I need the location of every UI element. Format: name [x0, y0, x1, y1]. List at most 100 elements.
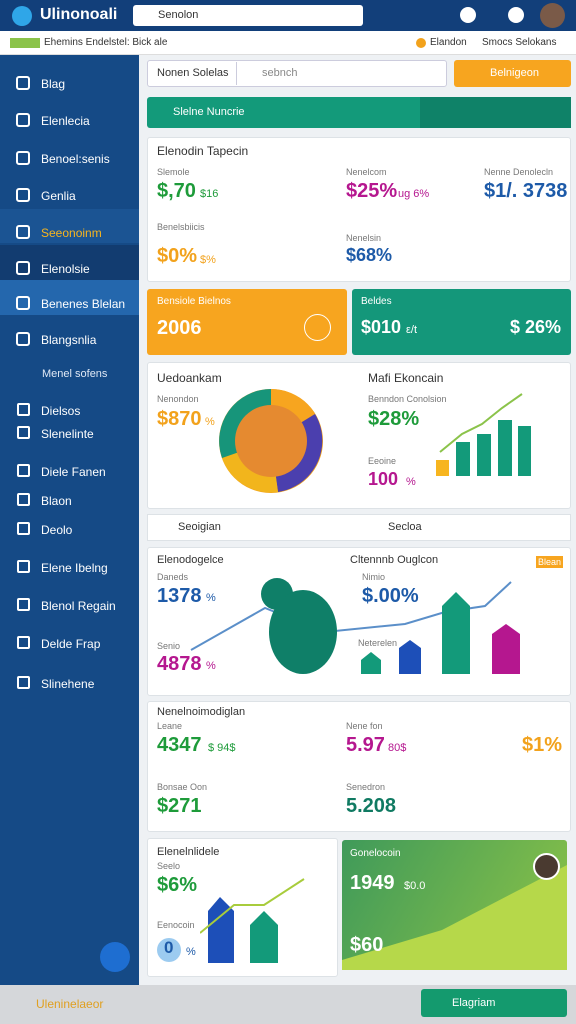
- badge: Blean: [536, 556, 564, 568]
- action-button[interactable]: [454, 60, 571, 87]
- metric-label: Daneds: [157, 572, 189, 582]
- footer-button[interactable]: [421, 989, 567, 1017]
- metric-note: %: [186, 946, 196, 958]
- card-title: Gonelocoin: [350, 848, 401, 859]
- notification-icon[interactable]: [460, 7, 476, 23]
- card-value: 2006: [157, 317, 202, 339]
- card-note: $0.0: [404, 880, 426, 892]
- nav-section: Menel sofens: [42, 368, 108, 380]
- metric-label: Eenocoin: [157, 920, 195, 930]
- nav-item[interactable]: Genlia: [41, 189, 76, 203]
- card-title: Elenelnlidele: [157, 846, 220, 858]
- metric-note: $%: [200, 254, 216, 266]
- metric-note: %: [206, 592, 216, 604]
- nav-icon: [17, 522, 30, 535]
- metric-value: 100: [368, 469, 399, 489]
- nav-icon: [16, 113, 30, 127]
- footer-link[interactable]: Uleninelaeor: [36, 997, 104, 1011]
- nav-item[interactable]: Blag: [41, 77, 66, 91]
- logo: [12, 6, 32, 26]
- nav-item[interactable]: Diele Fanen: [41, 465, 106, 479]
- nav-item[interactable]: Blenol Regain: [41, 599, 116, 613]
- status-dot: [416, 38, 426, 48]
- card-value: $60: [350, 934, 384, 956]
- nav-icon: [17, 560, 30, 573]
- metric-value: $6%: [157, 874, 198, 896]
- metric-label: Nenelsin: [346, 233, 382, 243]
- flag-icon: [10, 38, 40, 48]
- metric-note: $16: [200, 188, 219, 200]
- nav-icon: [16, 332, 30, 346]
- nav-item[interactable]: Benenes Blelan: [41, 297, 126, 311]
- card-value: $010: [361, 317, 402, 337]
- metric-value: $271: [157, 795, 202, 817]
- metric-value: 5.208: [346, 795, 397, 817]
- metric-label: Slemole: [157, 167, 190, 177]
- nav-item[interactable]: Delde Frap: [41, 637, 101, 651]
- nav-icon: [16, 296, 30, 310]
- nav-item[interactable]: Elene Ibelng: [41, 561, 108, 575]
- settings-icon[interactable]: [508, 7, 524, 23]
- metric-note: ug 6%: [398, 188, 430, 200]
- toolbar: [147, 60, 447, 87]
- banner-title: Slelne Nuncrie: [173, 106, 245, 118]
- nav-item[interactable]: Benoel:senis: [41, 152, 110, 166]
- help-button[interactable]: [100, 942, 130, 972]
- summary-card: [147, 137, 571, 282]
- card-note: ε/t: [406, 324, 418, 336]
- card-value: $ 26%: [510, 317, 562, 337]
- metric-note: 80$: [388, 742, 407, 754]
- metric-value: $.00%: [362, 585, 419, 607]
- metric-value: 4878: [157, 653, 202, 675]
- metric-circle: [157, 938, 181, 962]
- metric-value: $1/. 3738: [484, 180, 568, 202]
- action-button-label: Belnigeon: [490, 67, 539, 79]
- card-title: Elenodogelce: [157, 554, 224, 566]
- metric-value: $870: [157, 408, 202, 430]
- nav-icon: [16, 76, 30, 90]
- metric-value: $0%: [157, 245, 198, 267]
- metric-value: $,70: [157, 180, 196, 202]
- nav-item[interactable]: Seeonoinm: [41, 226, 102, 240]
- bar-illustration: [200, 878, 305, 963]
- toolbar-search[interactable]: sebnch: [262, 67, 298, 79]
- card-title: Nenelnoimodiglan: [157, 706, 246, 718]
- tab[interactable]: Seoigian: [178, 521, 221, 533]
- metric-label: Nenondon: [157, 394, 199, 404]
- metric-label: Bonsae Oon: [157, 782, 208, 792]
- area-illustration: [342, 865, 567, 970]
- breadcrumb: Ehemins Endelstel: Bick ale: [44, 37, 168, 48]
- trend-illustration: [190, 578, 520, 674]
- search-box[interactable]: [133, 5, 363, 26]
- nav-item[interactable]: Dielsos: [41, 404, 81, 418]
- section-title: Mafi Ekoncain: [368, 371, 444, 385]
- nav-icon: [17, 598, 30, 611]
- nav-item[interactable]: Slinehene: [41, 677, 95, 691]
- card-value: 1949: [350, 872, 395, 894]
- nav-icon: [16, 261, 30, 275]
- metric-label: Nene fon: [346, 721, 383, 731]
- metric-label: Eeoine: [368, 456, 397, 466]
- nav-icon: [17, 403, 30, 416]
- metric-label: Benelsbiicis: [157, 222, 205, 232]
- link[interactable]: Smocs Selokans: [482, 37, 557, 48]
- nav-icon: [16, 188, 30, 202]
- nav-item[interactable]: Blangsnlia: [41, 333, 97, 347]
- avatar[interactable]: [540, 3, 565, 28]
- section-title: Cltennnb Ouglcon: [350, 554, 439, 566]
- nav-item[interactable]: Deolo: [41, 523, 73, 537]
- nav-item[interactable]: Blaon: [41, 494, 72, 508]
- banner-actions: [420, 97, 571, 128]
- tab[interactable]: Secloa: [388, 521, 422, 533]
- nav-item[interactable]: Slenelinte: [41, 427, 94, 441]
- footer-button-label: Elagriam: [452, 997, 496, 1009]
- card-title: Beldes: [361, 296, 392, 307]
- nav-item[interactable]: Elenolsie: [41, 262, 90, 276]
- metric-note: %: [205, 416, 215, 428]
- metric-value: 4347: [157, 734, 202, 756]
- nav-item[interactable]: Elenlecia: [41, 114, 90, 128]
- subheader: [0, 31, 576, 55]
- nav-icon: [17, 636, 30, 649]
- metric-label: Senio: [157, 641, 181, 651]
- metrics-card: [147, 701, 571, 832]
